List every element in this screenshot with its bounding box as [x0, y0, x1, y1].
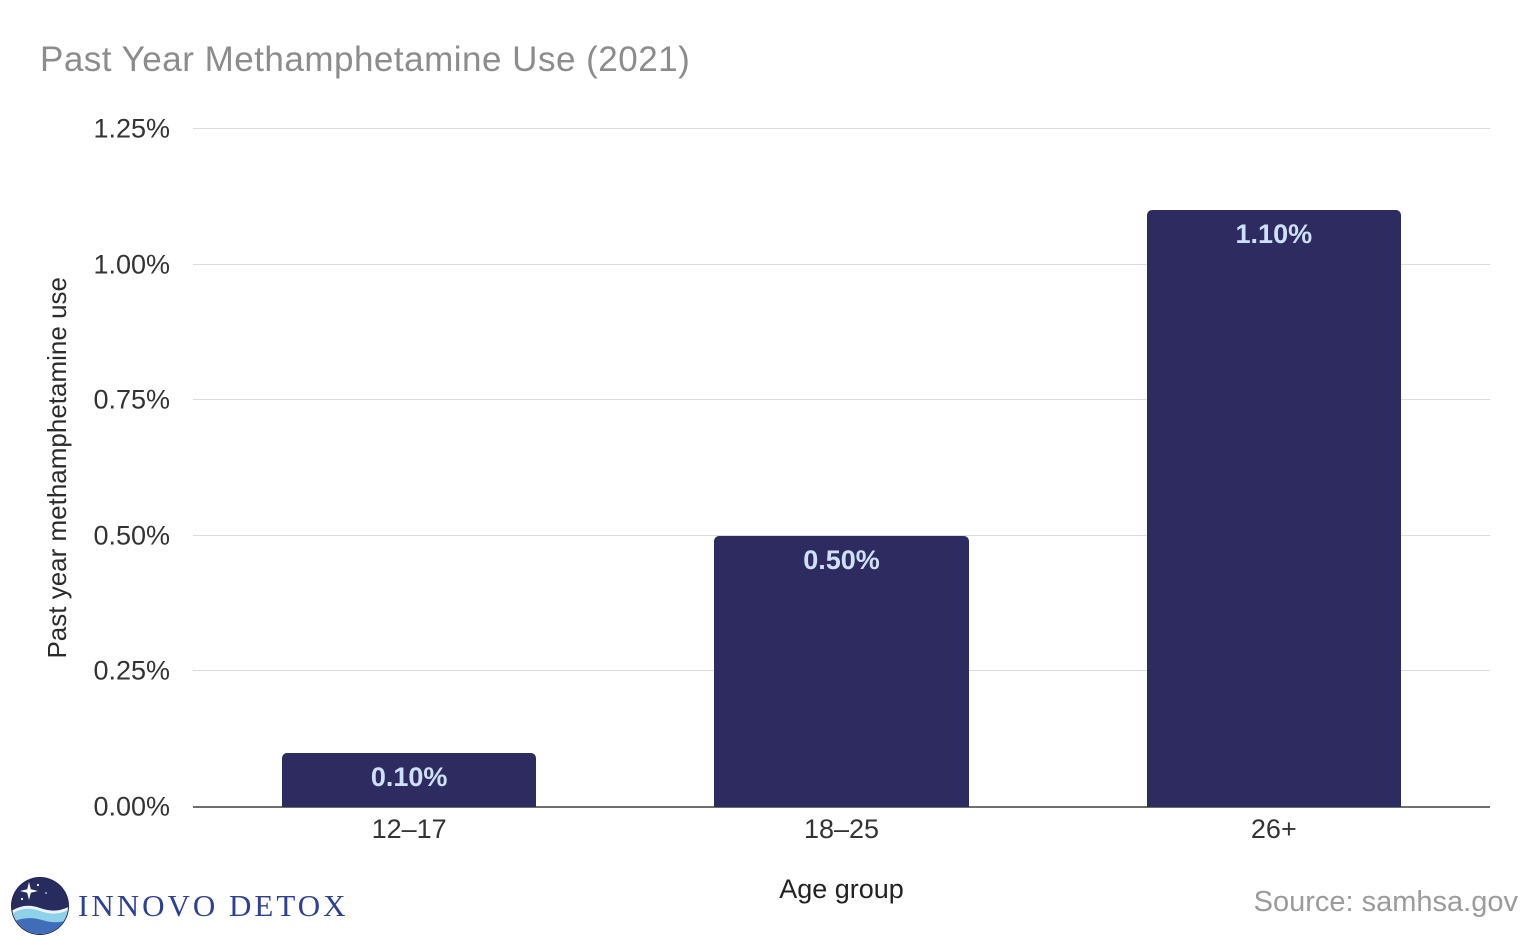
bar-slot: 0.10% [193, 129, 625, 807]
plot-area: 0.10% 0.50% 1.10% [193, 128, 1490, 808]
y-tick-label: 0.00% [93, 791, 170, 822]
bar-slot: 1.10% [1058, 129, 1490, 807]
bar-12–17: 0.10% [282, 752, 537, 807]
x-tick-label: 26+ [1250, 814, 1297, 844]
brand-logo: INNOVO DETOX [10, 876, 348, 936]
gridline [193, 399, 1490, 401]
y-axis-ticks: 0.00% 0.25% 0.50% 0.75% 1.00% 1.25% [0, 114, 170, 822]
x-axis-ticks: 12–17 18–25 26+ [193, 814, 1490, 845]
chart-title: Past Year Methamphetamine Use (2021) [40, 40, 691, 79]
bar-value-label: 0.10% [370, 761, 448, 792]
x-tick-label: 18–25 [803, 814, 880, 844]
gridline [193, 128, 1490, 129]
bar-slot: 0.50% [625, 129, 1057, 807]
y-tick-label: 1.25% [93, 113, 170, 144]
bar-value-label: 0.50% [803, 544, 880, 575]
x-axis-title: Age group [779, 874, 904, 904]
brand-name: INNOVO DETOX [78, 888, 349, 923]
y-tick-label: 0.25% [93, 655, 170, 686]
gridline [193, 534, 1490, 536]
bar-26+: 1.10% [1146, 210, 1401, 807]
source-attribution: Source: samhsa.gov [1253, 886, 1518, 918]
innovo-detox-logo-icon [10, 876, 70, 936]
bar-value-label: 1.10% [1235, 219, 1313, 250]
bars-container: 0.10% 0.50% 1.10% [193, 129, 1490, 807]
bar-18–25: 0.50% [714, 535, 969, 807]
x-tick-label: 12–17 [371, 814, 447, 844]
y-tick-label: 1.00% [93, 249, 170, 280]
gridline [193, 263, 1490, 265]
y-tick-label: 0.75% [93, 384, 170, 415]
x-axis-line [193, 806, 1490, 808]
y-tick-label: 0.50% [93, 520, 170, 551]
